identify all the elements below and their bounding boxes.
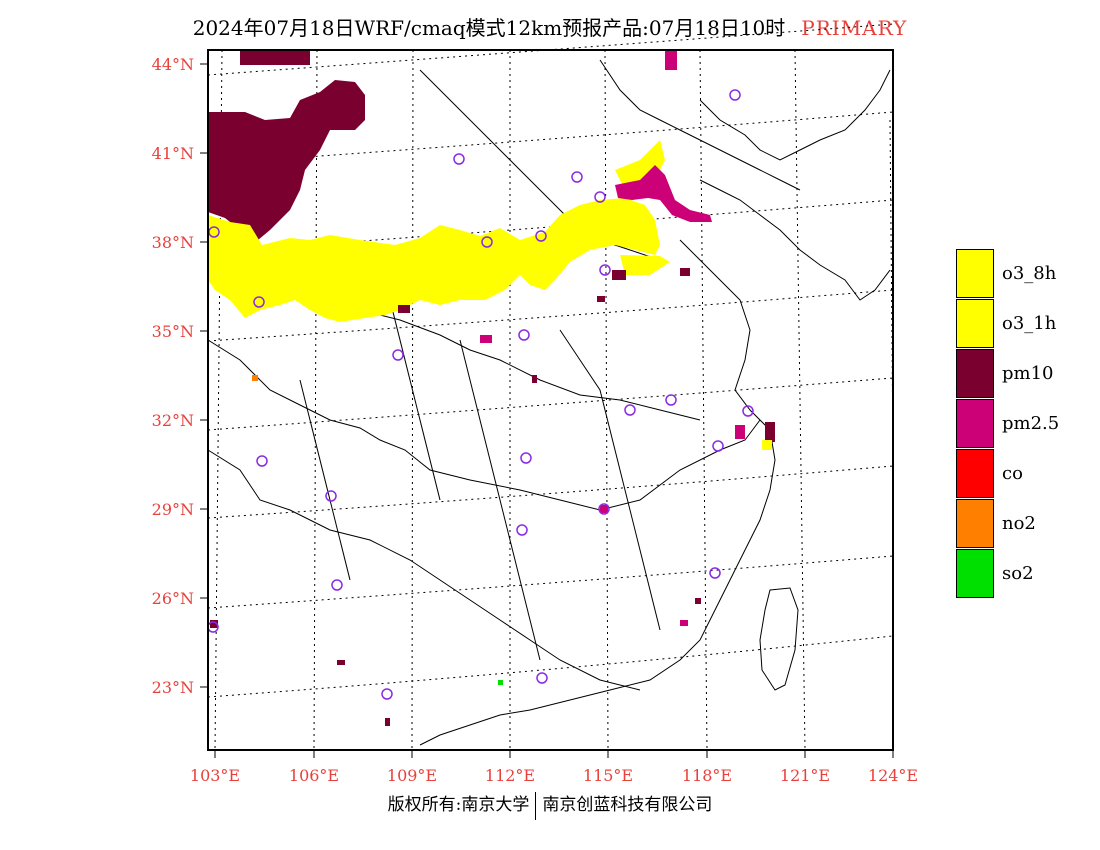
lon-label-124: 124°E: [867, 766, 919, 785]
axis-ticks: [200, 63, 894, 758]
legend-label: o3_8h: [1002, 263, 1057, 284]
legend-swatch: [956, 399, 994, 448]
map-title: 2024年07月18日WRF/cmaq模式12km预报产品:07月18日10时 P…: [0, 12, 1100, 41]
copyright-left: 版权所有:南京大学: [387, 795, 530, 815]
lat-label-41: 41°N: [151, 144, 194, 163]
monitoring-sites: [207, 89, 754, 700]
boundaries: [207, 59, 891, 746]
legend-swatch: [956, 449, 994, 498]
legend-label: pm2.5: [1002, 413, 1060, 434]
legend-swatch: [956, 499, 994, 548]
legend-label: o3_1h: [1002, 313, 1057, 334]
lon-label-109: 109°E: [386, 766, 438, 785]
legend-item-no2: no2: [956, 499, 1096, 549]
legend-label: no2: [1002, 513, 1036, 534]
legend-swatch: [956, 349, 994, 398]
pollutant-legend: o3_8h o3_1h pm10 pm2.5 co no2 so2: [956, 249, 1096, 599]
lon-label-112: 112°E: [484, 766, 536, 785]
lat-label-26: 26°N: [151, 589, 194, 608]
lon-label-103: 103°E: [189, 766, 241, 785]
lat-label-23: 23°N: [151, 678, 194, 697]
primary-tag: PRIMARY: [801, 16, 908, 40]
lat-label-29: 29°N: [151, 500, 194, 519]
lat-label-38: 38°N: [151, 233, 194, 252]
lat-label-32: 32°N: [151, 411, 194, 430]
legend-item-o3-1h: o3_1h: [956, 299, 1096, 349]
legend-label: so2: [1002, 563, 1034, 584]
lat-label-35: 35°N: [151, 322, 194, 341]
legend-item-pm10: pm10: [956, 349, 1096, 399]
legend-label: co: [1002, 463, 1023, 484]
lon-label-118: 118°E: [681, 766, 733, 785]
legend-item-o3-8h: o3_8h: [956, 249, 1096, 299]
lon-label-106: 106°E: [288, 766, 340, 785]
copyright: 版权所有:南京大学 南京创蓝科技有限公司: [0, 790, 1100, 820]
map-frame: [207, 49, 894, 751]
title-text: 2024年07月18日WRF/cmaq模式12km预报产品:07月18日10时: [192, 16, 786, 40]
legend-item-so2: so2: [956, 549, 1096, 599]
legend-label: pm10: [1002, 363, 1054, 384]
scattered-pixels: [210, 268, 775, 726]
legend-item-co: co: [956, 449, 1096, 499]
lat-label-44: 44°N: [151, 55, 194, 74]
copyright-separator: [535, 791, 537, 820]
lon-label-121: 121°E: [779, 766, 831, 785]
legend-item-pm25: pm2.5: [956, 399, 1096, 449]
legend-swatch: [956, 249, 994, 298]
legend-swatch: [956, 549, 994, 598]
copyright-right: 南京创蓝科技有限公司: [542, 795, 713, 815]
pm25-region: [615, 50, 712, 222]
legend-swatch: [956, 299, 994, 348]
lon-label-115: 115°E: [582, 766, 634, 785]
pm10-region: [208, 50, 365, 240]
